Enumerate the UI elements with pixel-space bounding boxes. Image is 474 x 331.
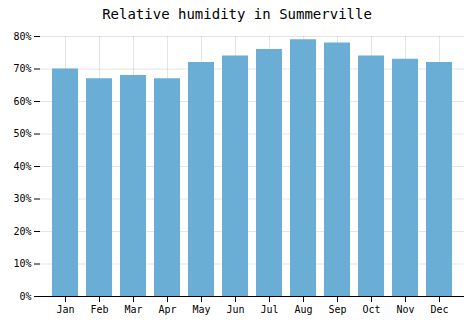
svg-text:50%: 50% bbox=[13, 128, 31, 139]
svg-text:Dec: Dec bbox=[430, 304, 448, 315]
svg-text:May: May bbox=[192, 304, 210, 315]
svg-text:20%: 20% bbox=[13, 226, 31, 237]
svg-text:10%: 10% bbox=[13, 258, 31, 269]
svg-text:Nov: Nov bbox=[396, 304, 414, 315]
svg-text:0%: 0% bbox=[19, 291, 31, 302]
svg-text:Sep: Sep bbox=[328, 304, 346, 315]
svg-text:70%: 70% bbox=[13, 63, 31, 74]
svg-text:Aug: Aug bbox=[294, 304, 312, 315]
svg-text:Jul: Jul bbox=[260, 304, 278, 315]
svg-text:80%: 80% bbox=[13, 31, 31, 42]
svg-text:40%: 40% bbox=[13, 161, 31, 172]
svg-text:30%: 30% bbox=[13, 193, 31, 204]
svg-text:Jun: Jun bbox=[226, 304, 244, 315]
svg-text:Apr: Apr bbox=[158, 304, 176, 315]
svg-text:Jan: Jan bbox=[56, 304, 74, 315]
svg-text:Feb: Feb bbox=[90, 304, 108, 315]
svg-text:Oct: Oct bbox=[362, 304, 380, 315]
html-text:Relative humidity in Summervil: Relative humidity in Summerville bbox=[102, 6, 372, 22]
svg-text:60%: 60% bbox=[13, 96, 31, 107]
svg-text:Mar: Mar bbox=[124, 304, 142, 315]
